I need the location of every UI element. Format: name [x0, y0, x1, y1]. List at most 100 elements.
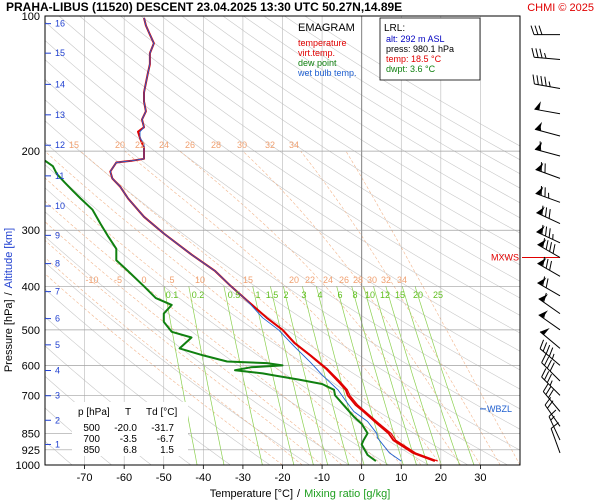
dry-adiabat-label: 34 — [289, 140, 299, 150]
mixing-ratio-label: 0.2 — [192, 290, 205, 300]
wind-barb — [534, 121, 561, 137]
wind-barb-half-feather — [552, 234, 554, 240]
pressure-tick-label: 100 — [22, 11, 40, 23]
wind-barb-feather — [530, 25, 535, 35]
wind-barb — [538, 310, 561, 331]
lrl-pressure: press: 980.1 hPa — [386, 44, 454, 54]
wind-barb-feather — [545, 258, 549, 269]
x-axis-title: Temperature [°C] / Mixing ratio [g/kg] — [210, 488, 391, 500]
wind-barb — [531, 47, 561, 60]
mixing-ratio-label: 8 — [352, 290, 357, 300]
wind-barb-staff — [534, 83, 561, 89]
level-table-t-500: -20.0 — [114, 423, 137, 434]
wind-barb-feather — [532, 74, 535, 85]
wind-barb-staff — [539, 331, 561, 349]
wind-barb-half-feather — [551, 353, 555, 360]
lrl-box-frame — [379, 17, 481, 81]
wind-barb-feather — [544, 163, 546, 173]
dry-adiabat-label: 15 — [69, 140, 79, 150]
pressure-tick-label: 850 — [22, 428, 40, 440]
wind-barb-staff — [541, 376, 561, 396]
dry-adiabat-label: 32 — [265, 140, 275, 150]
wind-barb — [534, 141, 561, 157]
wind-barb — [537, 276, 561, 297]
level-table-header-td: Td [°C] — [146, 407, 177, 418]
mixing-ratio-label: 0.5 — [228, 290, 241, 300]
level-table-p-700: 700 — [83, 434, 100, 445]
altitude-tick-label: 7 — [55, 287, 60, 297]
wind-barb-staff — [541, 362, 561, 382]
lrl-heading: LRL: — [384, 23, 405, 34]
dry-adiabat-label: 30 — [237, 140, 247, 150]
wind-barb-feather — [536, 75, 539, 85]
moist-adiabat-label: 26 — [339, 275, 349, 285]
wind-barb-feather — [549, 362, 555, 372]
wind-barb — [537, 238, 561, 258]
mixing-ratio-label: 20 — [413, 290, 423, 300]
wind-barb-staff — [548, 416, 561, 441]
x-axis-tick-label: -70 — [77, 472, 93, 484]
wind-barb-feather — [541, 368, 547, 378]
wind-barb-feather — [543, 356, 550, 366]
chart-title: PRAHA-LIBUS (11520) DESCENT 23.04.2025 1… — [6, 0, 402, 14]
y-axis-title-separator: / — [3, 291, 15, 295]
moist-adiabat-label: 22 — [305, 275, 315, 285]
wind-barb-feather — [538, 25, 543, 35]
level-table-p-500: 500 — [83, 423, 100, 434]
dry-adiabat-label: 28 — [211, 140, 221, 150]
wind-barb-half-feather — [549, 380, 553, 386]
legend-heading: EMAGRAM — [298, 22, 355, 34]
pressure-tick-label: 400 — [22, 281, 40, 293]
altitude-tick-label: 12 — [55, 140, 65, 150]
altitude-tick-label: 4 — [55, 366, 60, 376]
wind-barb — [537, 256, 561, 277]
wind-barb-pennant — [534, 101, 541, 111]
moist-adiabat-line — [345, 151, 520, 465]
level-table-bg — [72, 402, 188, 456]
wind-barb-feather — [541, 353, 547, 363]
wind-barb-feather — [546, 373, 552, 383]
wind-barb-feather — [545, 207, 548, 217]
wind-barb-staff — [534, 108, 561, 115]
wind-barb-half-feather — [543, 312, 546, 319]
moist-adiabat-line — [242, 150, 481, 465]
wind-barb-half-feather — [544, 52, 547, 59]
wind-barb-feather — [539, 48, 543, 59]
x-axis-tick-label: -50 — [156, 472, 172, 484]
lrl-dewpoint: dwpt: 3.6 °C — [386, 64, 436, 74]
altitude-tick-label: 3 — [55, 391, 60, 401]
wind-barb-feather — [552, 244, 556, 254]
credit-text: CHMI © 2025 — [527, 2, 594, 14]
wind-barb-feather — [542, 276, 546, 286]
dry-adiabat-line — [45, 40, 520, 371]
moist-adiabat-label: 28 — [353, 275, 363, 285]
dry-adiabat-line — [222, 16, 520, 204]
pressure-tick-label: 200 — [22, 146, 40, 158]
wind-barb-staff — [534, 128, 561, 137]
wind-barb-feather — [548, 409, 557, 417]
x-axis-tick-label: 0 — [359, 472, 365, 484]
y-axis-title-pressure: Pressure [hPa] — [3, 299, 15, 372]
wind-barb-feather — [540, 185, 542, 196]
wind-barb-feather — [550, 422, 559, 429]
dry-adiabat-line — [140, 16, 520, 266]
wind-barb-half-feather — [548, 192, 550, 199]
moist-adiabat-label: 20 — [289, 275, 299, 285]
dry-adiabat-line — [99, 16, 520, 299]
x-axis-title-mixing-ratio: Mixing ratio [g/kg] — [304, 488, 390, 500]
moist-adiabat-label: -10 — [85, 275, 98, 285]
wind-barb-feather — [545, 344, 551, 355]
level-table-p-850: 850 — [83, 445, 100, 456]
x-axis-tick-label: -60 — [116, 472, 132, 484]
wind-barb-feather — [546, 400, 554, 409]
moist-adiabat-label: 0 — [141, 275, 146, 285]
level-table: p [hPa] T Td [°C] 500 -20.0 -31.7 700 -3… — [72, 402, 188, 456]
wind-barb — [548, 409, 561, 441]
mixing-ratio-label: 10 — [365, 290, 375, 300]
pressure-tick-label: 300 — [22, 225, 40, 237]
wind-barb-feather — [545, 226, 548, 237]
wind-barb-pennant — [538, 310, 548, 318]
x-axis-tick-label: -40 — [195, 472, 211, 484]
wind-barb — [530, 25, 560, 36]
